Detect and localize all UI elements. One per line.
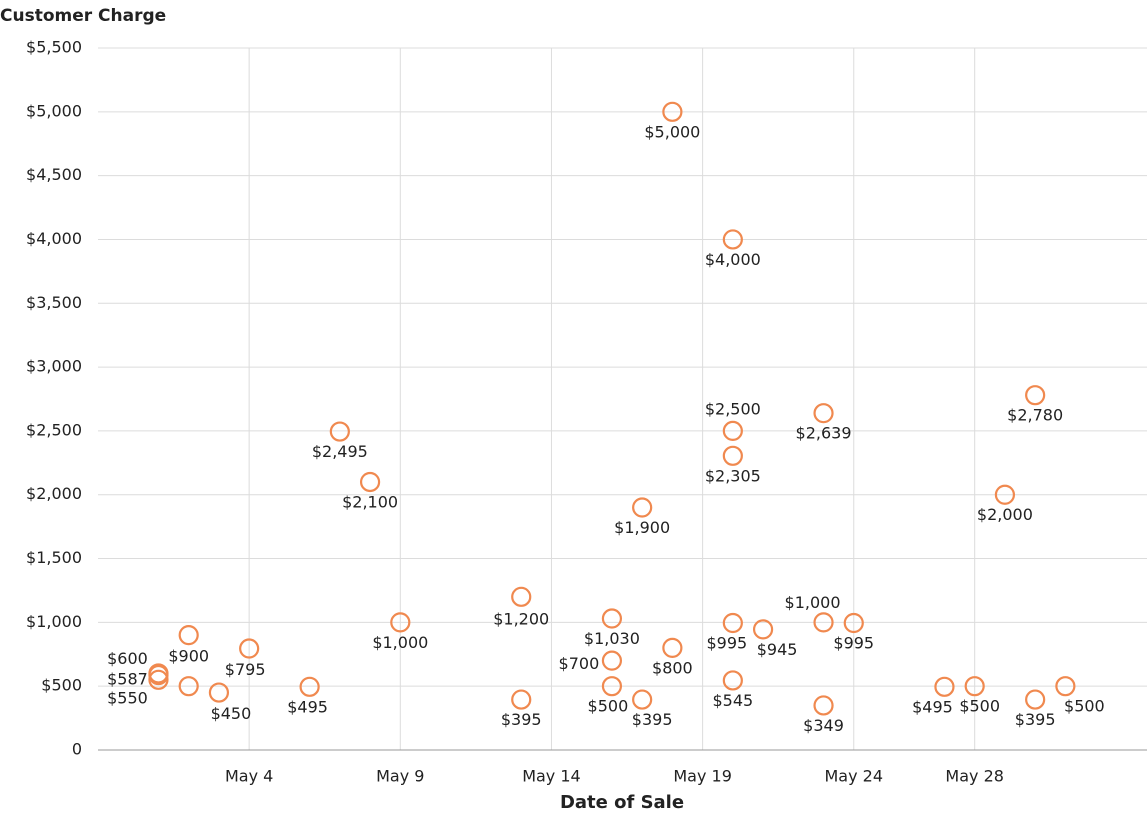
y-tick-label: $2,500 — [26, 420, 82, 439]
point — [934, 676, 955, 697]
y-tick-label: $5,500 — [26, 38, 82, 57]
data-label: $1,000 — [372, 633, 428, 652]
point — [722, 612, 743, 634]
point — [752, 619, 774, 640]
data-label: $1,030 — [584, 629, 640, 648]
point — [722, 445, 743, 466]
data-label: $900 — [168, 647, 209, 666]
point — [511, 586, 532, 607]
point — [722, 420, 743, 442]
x-tick-label: May 24 — [824, 767, 883, 786]
point — [178, 625, 199, 646]
data-label: $2,780 — [1007, 406, 1063, 425]
data-label: $450 — [211, 704, 252, 723]
y-tick-label: $4,000 — [26, 229, 82, 248]
point — [843, 612, 864, 634]
data-label: $1,000 — [785, 593, 841, 612]
data-label: $600 — [107, 649, 148, 668]
y-tick-label: $1,500 — [26, 548, 82, 567]
data-label: $545 — [712, 691, 753, 710]
chart-title: Customer Charge — [0, 6, 166, 26]
point — [390, 612, 411, 633]
data-label: $349 — [803, 716, 844, 735]
point — [148, 664, 169, 686]
data-label: $395 — [1015, 710, 1056, 729]
x-tick-label: May 9 — [376, 767, 424, 786]
data-label: $995 — [706, 634, 747, 653]
x-tick-label: May 14 — [522, 767, 581, 786]
data-label: $2,639 — [796, 424, 852, 443]
data-label: $1,900 — [614, 518, 670, 537]
x-tick-label: May 19 — [673, 767, 732, 786]
point — [632, 497, 653, 518]
y-tick-label: $5,000 — [26, 101, 82, 120]
data-label: $587 — [107, 670, 148, 689]
data-label: $800 — [652, 658, 693, 677]
point — [964, 676, 985, 697]
y-tick-label: $3,500 — [26, 293, 82, 312]
point — [994, 484, 1016, 505]
data-label: $2,305 — [705, 466, 761, 485]
point — [722, 670, 743, 691]
y-tick-label: 0 — [72, 740, 82, 759]
point — [359, 471, 381, 493]
point — [601, 650, 623, 671]
data-label: $2,495 — [312, 442, 368, 461]
data-label: $795 — [225, 660, 266, 679]
data-label: $2,500 — [705, 399, 761, 418]
y-tick-label: $2,000 — [26, 484, 82, 503]
data-label: $500 — [588, 697, 629, 716]
point — [208, 682, 230, 703]
y-tick-label: $3,000 — [26, 357, 82, 376]
point — [511, 689, 532, 710]
y-tick-label: $1,000 — [26, 612, 82, 631]
x-axis-title: Date of Sale — [560, 792, 684, 813]
data-label: $5,000 — [644, 122, 700, 141]
data-label: $2,000 — [977, 505, 1033, 524]
point — [299, 676, 320, 697]
data-label: $395 — [501, 710, 542, 729]
data-label: $1,200 — [493, 609, 549, 628]
point — [813, 612, 834, 633]
point — [662, 101, 683, 122]
x-tick-label: May 28 — [945, 767, 1004, 786]
data-label: $2,100 — [342, 492, 398, 511]
data-label: $995 — [833, 634, 874, 653]
y-tick-label: $500 — [41, 676, 82, 695]
point — [1025, 689, 1046, 710]
point — [601, 676, 623, 697]
data-label: $550 — [107, 688, 148, 707]
point — [601, 608, 623, 629]
point — [813, 695, 834, 716]
point — [813, 403, 834, 424]
y-tick-label: $4,500 — [26, 165, 82, 184]
point — [1055, 676, 1076, 697]
data-label: $500 — [959, 697, 1000, 716]
point — [329, 421, 350, 442]
x-tick-label: May 4 — [225, 767, 273, 786]
point — [662, 637, 683, 658]
data-label: $495 — [912, 697, 953, 716]
data-label: $495 — [287, 697, 328, 716]
point — [239, 638, 260, 659]
data-label: $500 — [1064, 697, 1105, 716]
data-label: $4,000 — [705, 250, 761, 269]
point — [722, 229, 743, 250]
point — [178, 676, 199, 697]
data-label: $700 — [559, 654, 600, 673]
data-label: $395 — [632, 710, 673, 729]
data-label: $945 — [757, 640, 798, 659]
point — [632, 689, 653, 710]
point — [1025, 385, 1046, 406]
point — [148, 669, 169, 690]
